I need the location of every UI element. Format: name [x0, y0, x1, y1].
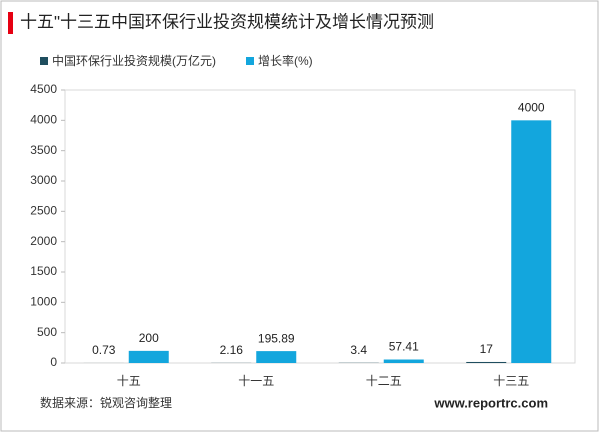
y-tick-label: 4000: [30, 113, 57, 127]
plot-area: [64, 89, 576, 364]
value-label: 17: [480, 342, 494, 356]
value-label: 4000: [518, 101, 545, 115]
x-tick-label: 十五: [117, 374, 141, 388]
legend-label: 增长率(%): [258, 53, 313, 68]
value-label: 0.73: [92, 343, 116, 357]
chart-title: 十五"十三五中国环保行业投资规模统计及增长情况预测: [20, 12, 434, 31]
bar: [466, 361, 507, 363]
y-tick-label: 2500: [30, 204, 57, 218]
y-tick-label: 3500: [30, 143, 57, 157]
y-tick-label: 1500: [30, 264, 57, 278]
y-tick-label: 2000: [30, 234, 57, 248]
value-label: 200: [139, 331, 159, 345]
y-tick-label: 500: [37, 325, 57, 339]
legend-label: 中国环保行业投资规模(万亿元): [52, 53, 216, 68]
bar: [128, 350, 169, 363]
value-label: 57.41: [389, 340, 419, 354]
bar: [383, 359, 424, 363]
legend-swatch: [246, 57, 254, 65]
value-label: 2.16: [220, 343, 244, 357]
y-tick-label: 4500: [30, 82, 57, 96]
x-tick-label: 十一五: [238, 374, 274, 388]
title-accent: [8, 12, 13, 34]
value-label: 3.4: [350, 343, 367, 357]
x-tick-label: 十三五: [493, 374, 529, 388]
y-tick-label: 0: [50, 355, 57, 369]
legend-swatch: [40, 57, 48, 65]
bar: [511, 120, 552, 363]
x-tick-label: 十二五: [366, 374, 402, 388]
source: 数据来源：锐观咨询整理: [40, 395, 172, 410]
y-tick-label: 3000: [30, 173, 57, 187]
y-tick-label: 1000: [30, 295, 57, 309]
website: www.reportrc.com: [433, 395, 548, 410]
bar: [256, 351, 297, 363]
value-label: 195.89: [258, 331, 295, 345]
